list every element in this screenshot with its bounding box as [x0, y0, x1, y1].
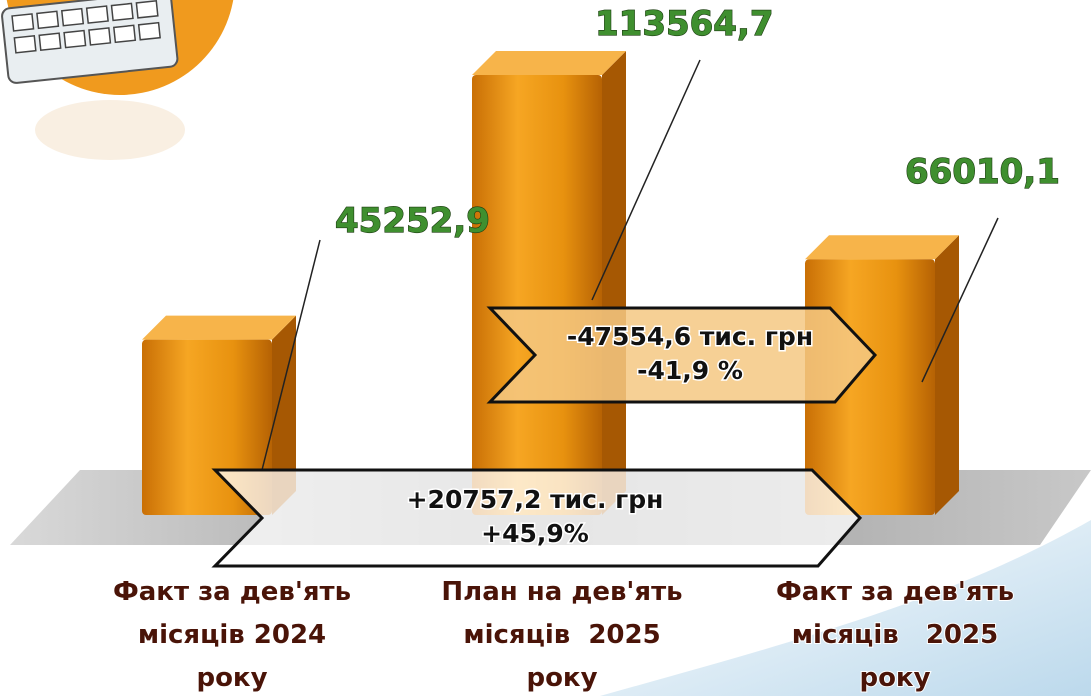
annotation: +45,9% — [481, 519, 589, 548]
x-tick-label: року — [196, 663, 267, 693]
x-tick-label: місяців 2024 — [138, 620, 326, 650]
x-tick-label: місяців 2025 — [792, 620, 998, 650]
x-tick-label: Факт за дев'ять — [113, 577, 351, 607]
annotation: -41,9 % — [637, 356, 743, 385]
leader-line — [591, 59, 701, 301]
annotation: -47554,6 тис. грн — [567, 322, 813, 351]
bar-top — [142, 315, 296, 340]
value-label: 45252,9 — [335, 201, 490, 241]
leader-line — [921, 217, 999, 383]
bar-top — [805, 235, 959, 260]
x-tick-label: План на дев'ять — [441, 577, 682, 607]
background-swoosh — [600, 520, 1091, 696]
x-tick-label: місяців 2025 — [463, 620, 660, 650]
value-label: 113564,7 — [595, 4, 774, 44]
x-tick-label: року — [859, 663, 930, 693]
arrow-shape — [211, 468, 863, 568]
arrow-shape — [486, 306, 878, 404]
bar-side — [935, 235, 959, 515]
value-label: 66010,1 — [905, 152, 1060, 192]
leader-line — [261, 239, 321, 471]
bar-top — [472, 51, 626, 75]
annotation: +20757,2 тис. грн — [407, 485, 664, 514]
bar-side — [602, 51, 626, 515]
x-tick-label: року — [526, 663, 597, 693]
x-tick-label: Факт за дев'ять — [776, 577, 1014, 607]
calculator-icon — [1, 0, 234, 160]
bar-side — [272, 315, 296, 515]
bar — [472, 75, 602, 515]
